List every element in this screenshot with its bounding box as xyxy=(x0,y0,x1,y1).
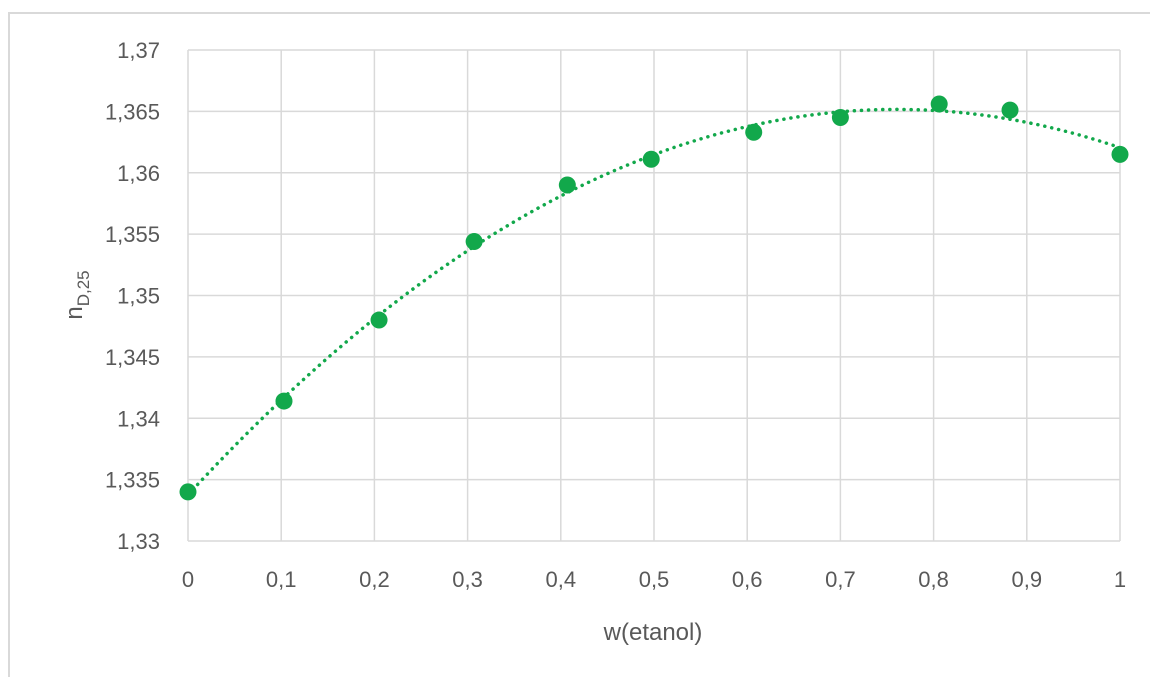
data-point xyxy=(558,176,576,194)
y-tick-label: 1,345 xyxy=(105,345,160,370)
y-axis-title-base: n xyxy=(61,306,88,319)
data-point xyxy=(1111,145,1129,163)
x-tick-label: 0,8 xyxy=(918,567,949,592)
data-point xyxy=(465,232,483,250)
x-tick-label: 0,5 xyxy=(639,567,670,592)
x-tick-label: 0,6 xyxy=(732,567,763,592)
y-tick-labels: 1,33 1,335 1,34 1,345 1,35 1,355 1,36 1,365 1,37 xyxy=(105,38,160,554)
y-tick-label: 1,355 xyxy=(105,222,160,247)
data-point xyxy=(642,150,660,168)
y-axis-title-subscript: D,25 xyxy=(74,270,93,306)
x-tick-labels: 0 0,1 0,2 0,3 0,4 0,5 0,6 0,7 0,8 0,9 1 xyxy=(182,567,1126,592)
x-tick-label: 0,9 xyxy=(1012,567,1043,592)
y-axis-title: nD,25 xyxy=(61,270,93,319)
data-point xyxy=(831,109,849,127)
data-point xyxy=(275,392,293,410)
y-tick-label: 1,37 xyxy=(117,38,160,63)
x-tick-label: 0 xyxy=(182,567,194,592)
grid xyxy=(187,49,1121,542)
x-tick-label: 0,3 xyxy=(452,567,483,592)
data-point xyxy=(179,483,197,501)
data-point xyxy=(930,95,948,113)
x-axis-title: w(etanol) xyxy=(603,619,703,646)
chart-frame xyxy=(8,12,1150,677)
x-tick-label: 0,2 xyxy=(359,567,390,592)
data-point xyxy=(370,311,388,329)
y-tick-label: 1,33 xyxy=(117,529,160,554)
x-tick-label: 0,1 xyxy=(266,567,297,592)
data-points xyxy=(179,95,1129,501)
y-tick-label: 1,365 xyxy=(105,99,160,124)
x-tick-label: 1 xyxy=(1114,567,1126,592)
data-point xyxy=(1001,101,1019,119)
y-tick-label: 1,36 xyxy=(117,161,160,186)
y-tick-label: 1,34 xyxy=(117,406,160,431)
x-tick-label: 0,7 xyxy=(825,567,856,592)
x-tick-label: 0,4 xyxy=(546,567,577,592)
y-tick-label: 1,335 xyxy=(105,468,160,493)
y-tick-label: 1,35 xyxy=(117,284,160,309)
data-point xyxy=(745,123,763,141)
